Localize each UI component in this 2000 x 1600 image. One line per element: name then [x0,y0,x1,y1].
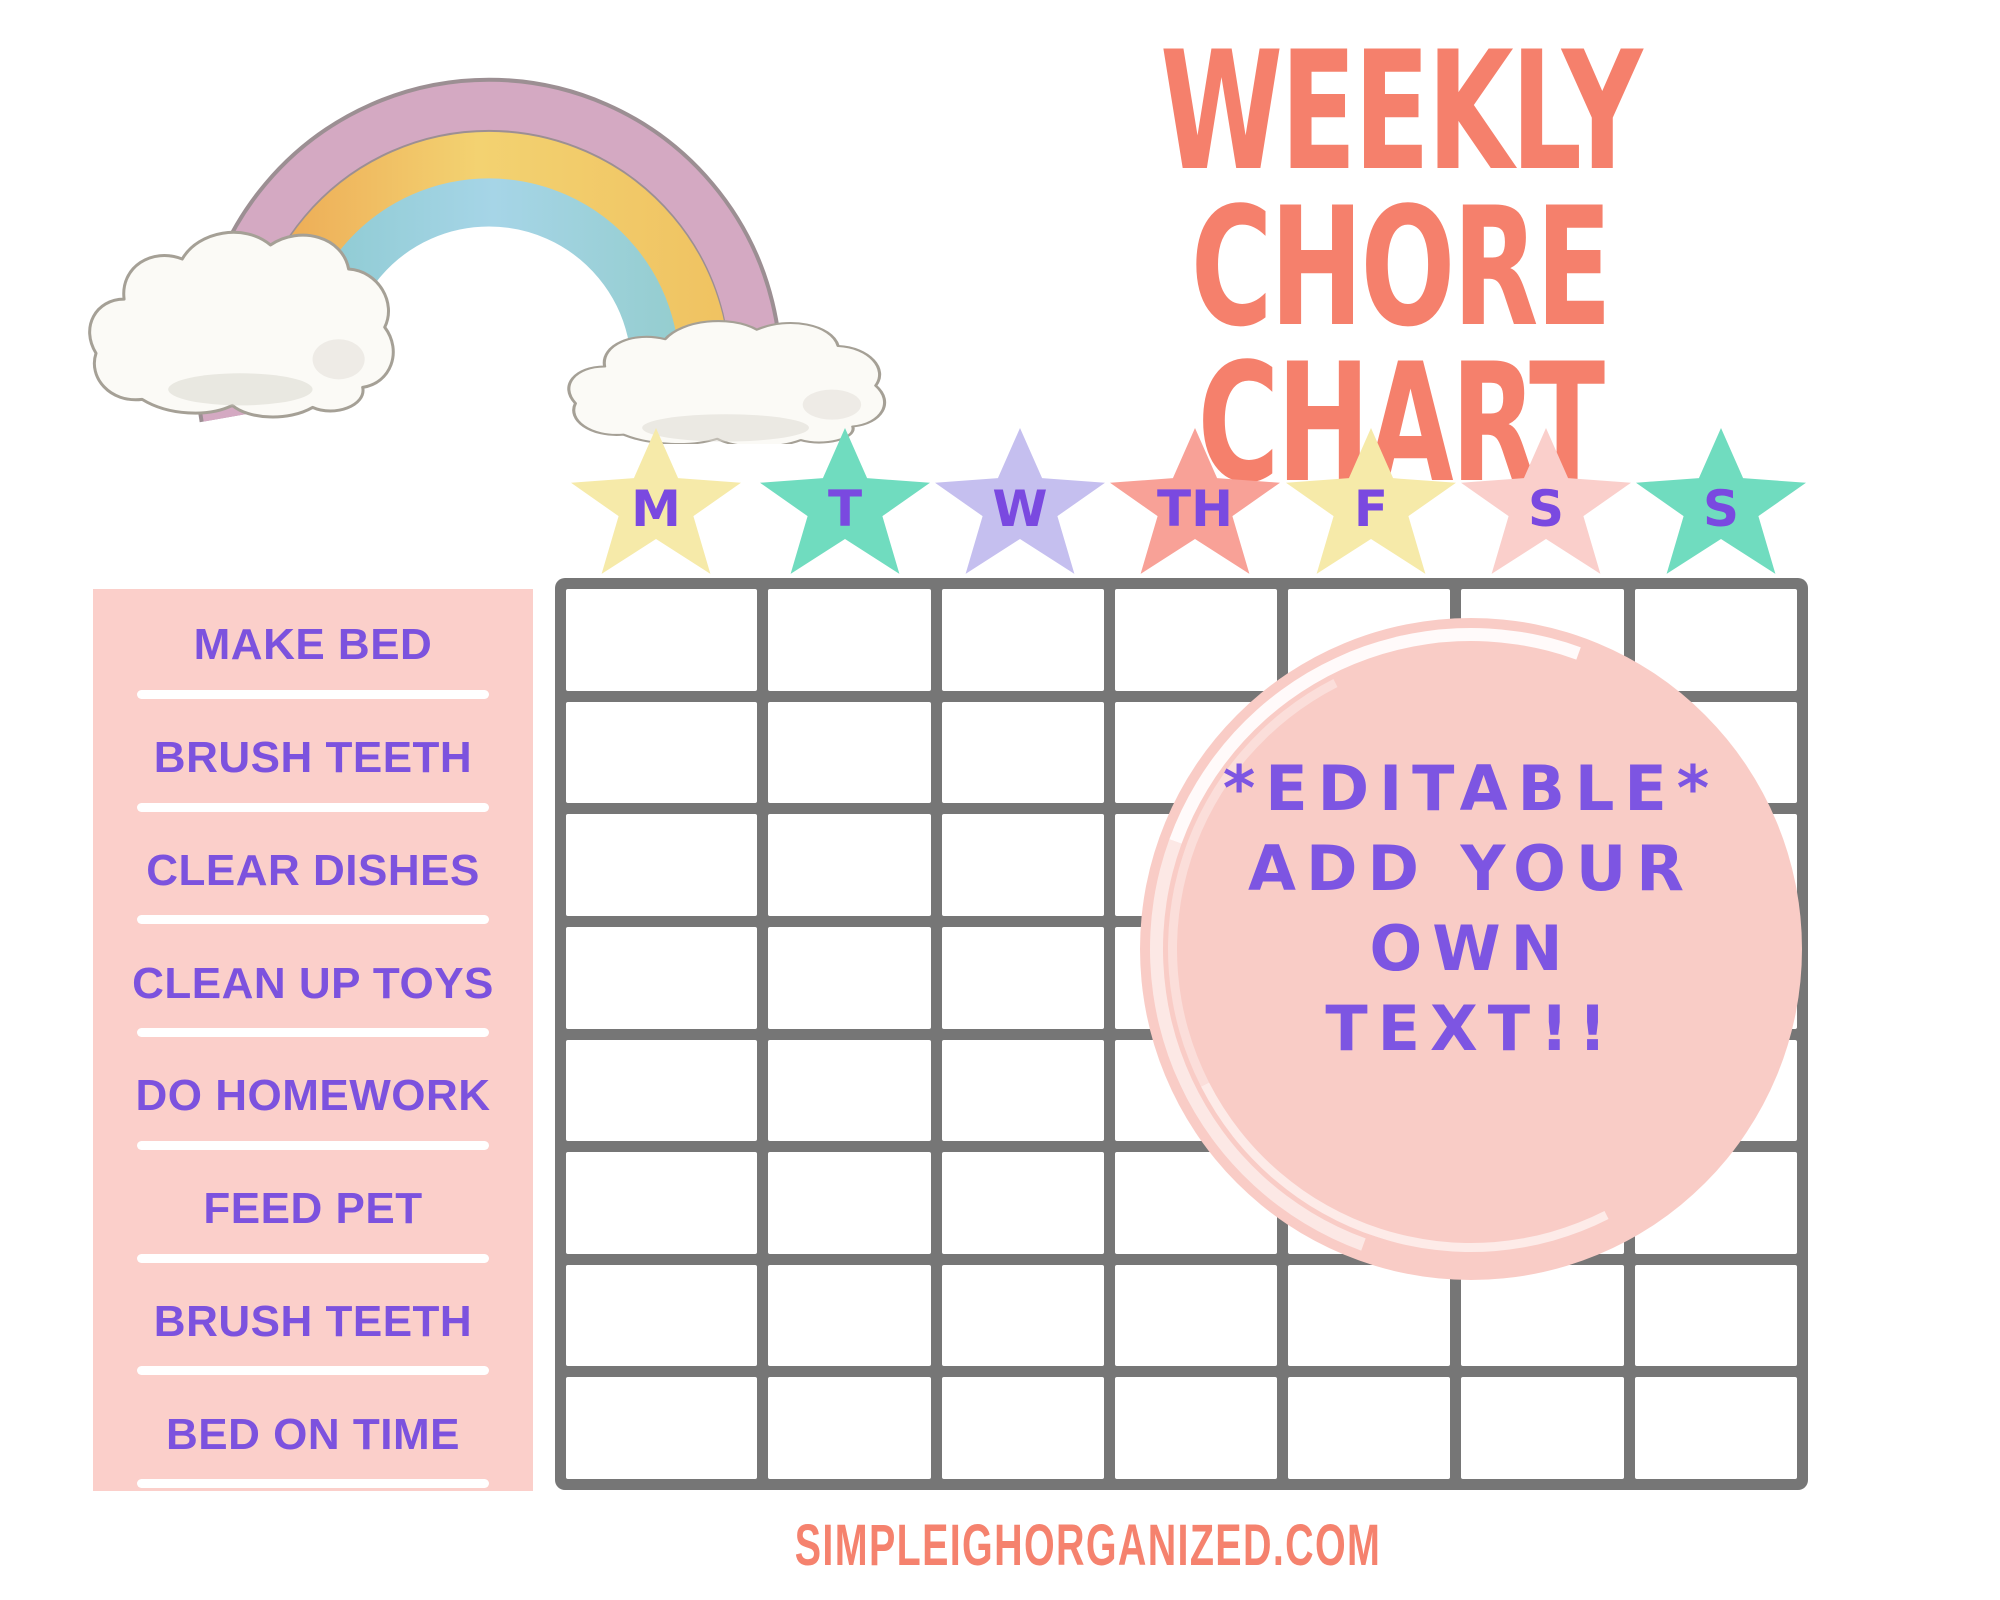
grid-cell [941,1039,1104,1142]
chore-label: BRUSH TEETH [153,733,473,783]
divider [137,1253,489,1263]
day-label: W [992,480,1048,538]
footer-url: SIMPLEIGHORGANIZED.COM [794,1513,1382,1578]
chore-row: DO HOMEWORK [93,1040,533,1153]
day-star-tuesday: T [760,428,930,580]
chore-label: CLEAR DISHES [146,845,480,895]
day-star-wednesday: W [935,428,1105,580]
badge-text-line: OWN [1369,912,1573,985]
chore-label: BRUSH TEETH [153,1296,473,1346]
grid-cell [566,1377,758,1479]
grid-cell [566,1039,758,1142]
day-star-saturday: S [1461,428,1631,580]
chore-label: MAKE BED [193,620,433,670]
day-label: TH [1157,480,1233,538]
chore-row: BRUSH TEETH [93,702,533,815]
badge-text-line: TEXT!! [1325,992,1617,1065]
grid-cell [566,814,758,916]
grid-cell [1461,1264,1624,1367]
chore-row: FEED PET [93,1153,533,1266]
chore-label: CLEAN UP TOYS [132,958,494,1008]
divider [137,802,489,812]
chore-list-panel: MAKE BED BRUSH TEETH CLEAR DISHES CLEAN … [93,589,533,1491]
chore-label: BED ON TIME [166,1409,460,1459]
title-line-1: WEEKLY CHORE [1160,16,1643,363]
grid-cell [566,1264,758,1367]
grid-cell [768,1039,931,1142]
rainbow-clouds-illustration [88,77,887,444]
grid-cell [941,589,1104,691]
grid-cell [941,1152,1104,1254]
day-star-monday: M [571,428,741,580]
grid-cell [1114,1264,1278,1367]
divider [137,1140,489,1150]
day-label: F [1353,480,1389,538]
grid-cell [941,1377,1104,1479]
grid-cell [1288,1377,1451,1479]
day-label: S [1527,480,1564,538]
grid-cell [941,814,1104,916]
grid-cell [1634,1377,1797,1479]
grid-cell [941,701,1104,804]
chore-label: DO HOMEWORK [135,1071,491,1121]
left-cloud [88,230,395,419]
day-label: M [631,480,681,538]
day-star-sunday: S [1636,428,1806,580]
grid-cell [768,1152,931,1254]
grid-cell [768,926,931,1029]
grid-cell [566,926,758,1029]
day-label: S [1702,480,1739,538]
grid-cell [1461,1377,1624,1479]
grid-cell [566,589,758,691]
right-cloud [567,319,887,444]
badge-text-line: ADD YOUR [1248,832,1694,905]
grid-cell [1114,589,1278,691]
page-title: WEEKLY CHORE CHART [1060,16,1740,506]
editable-badge: *EDITABLE* ADD YOUR OWN TEXT!! [1140,618,1802,1280]
divider [137,915,489,925]
grid-cell [566,701,758,804]
grid-cell [566,1152,758,1254]
grid-cell [1288,1264,1451,1367]
chore-label: FEED PET [203,1184,423,1234]
chore-row: CLEAR DISHES [93,815,533,928]
grid-cell [768,814,931,916]
day-label: T [827,480,863,538]
grid-cell [768,701,931,804]
divider [137,689,489,699]
grid-cell [1114,1377,1278,1479]
divider [137,1028,489,1037]
grid-cell [768,1264,931,1367]
chore-row: MAKE BED [93,589,533,702]
grid-cell [941,926,1104,1029]
divider [137,1479,489,1488]
grid-cell [768,589,931,691]
chore-row: BED ON TIME [93,1378,533,1491]
grid-cell [941,1264,1104,1367]
chore-row: BRUSH TEETH [93,1266,533,1379]
grid-cell [1634,589,1797,691]
day-star-friday: F [1286,428,1456,580]
day-star-thursday: TH [1110,428,1280,580]
grid-cell [1634,1264,1797,1367]
divider [137,1366,489,1376]
badge-text-line: *EDITABLE* [1222,752,1720,825]
chore-row: CLEAN UP TOYS [93,927,533,1040]
grid-cell [768,1377,931,1479]
